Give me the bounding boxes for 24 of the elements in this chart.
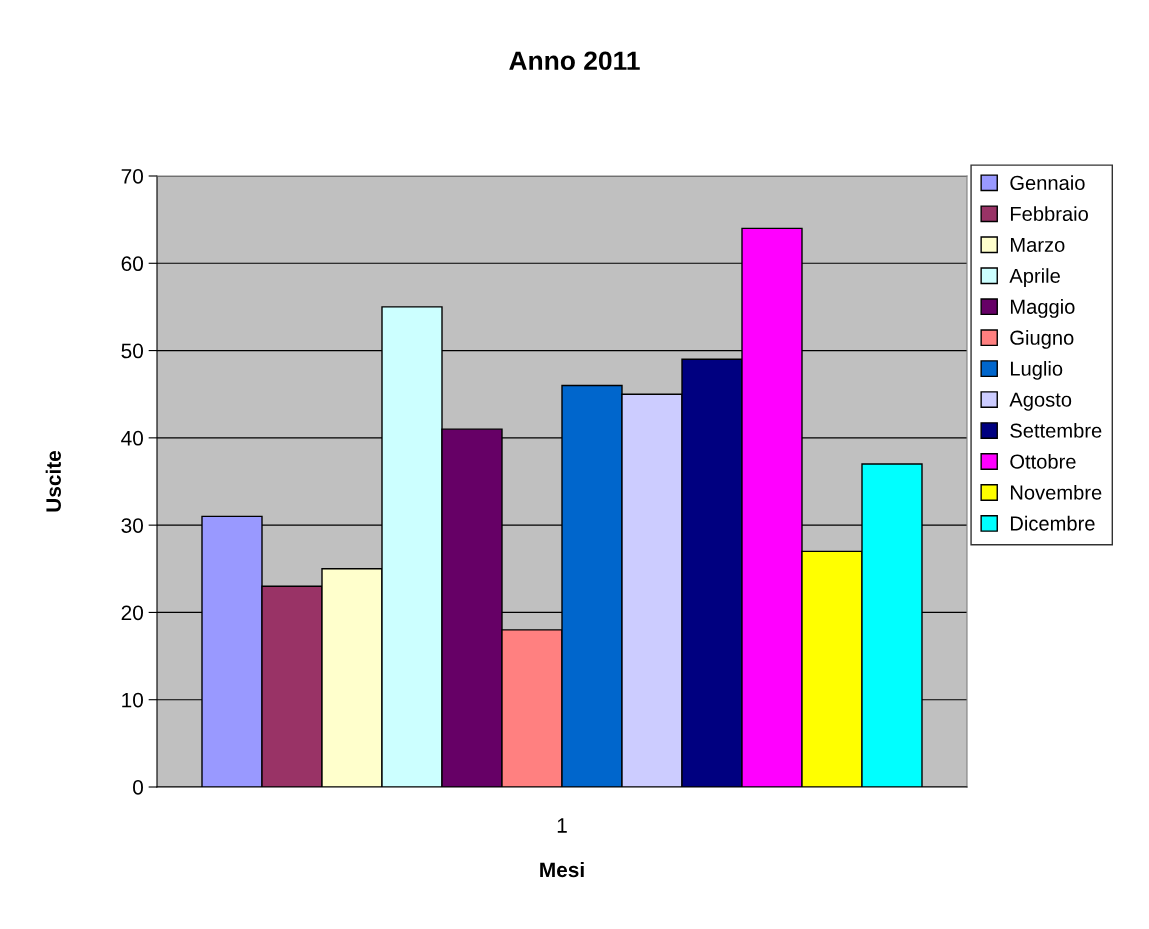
legend-label: Luglio xyxy=(1010,361,1063,380)
y-axis-title: Uscite xyxy=(45,450,61,512)
y-tick-label: 70 xyxy=(121,169,143,184)
y-tick-label: 50 xyxy=(121,343,143,359)
legend-label: Agosto xyxy=(1009,392,1072,411)
legend-label: Gennaio xyxy=(1010,175,1085,191)
legend-label: Settembre xyxy=(1010,422,1102,438)
y-tick-label: 60 xyxy=(121,256,143,272)
legend-label: Marzo xyxy=(1010,237,1065,252)
y-tick-label: 20 xyxy=(121,605,143,621)
x-axis-title: Mesi xyxy=(540,861,584,878)
y-tick-label: 30 xyxy=(121,518,143,533)
legend-label: Dicembre xyxy=(1010,515,1095,531)
legend-label: Febbraio xyxy=(1010,206,1088,221)
x-tick-label: 1 xyxy=(557,818,567,833)
legend-label: Novembre xyxy=(1010,484,1102,500)
legend-label: Aprile xyxy=(1009,268,1060,287)
legend-label: Giugno xyxy=(1010,330,1074,349)
legend-label: Ottobre xyxy=(1010,453,1076,469)
y-tick-label: 40 xyxy=(121,430,143,446)
legend-label: Maggio xyxy=(1010,299,1075,318)
y-tick-label: 10 xyxy=(122,692,143,708)
chart-title: Anno 2011 xyxy=(509,51,640,71)
y-tick-label: 0 xyxy=(133,780,143,795)
